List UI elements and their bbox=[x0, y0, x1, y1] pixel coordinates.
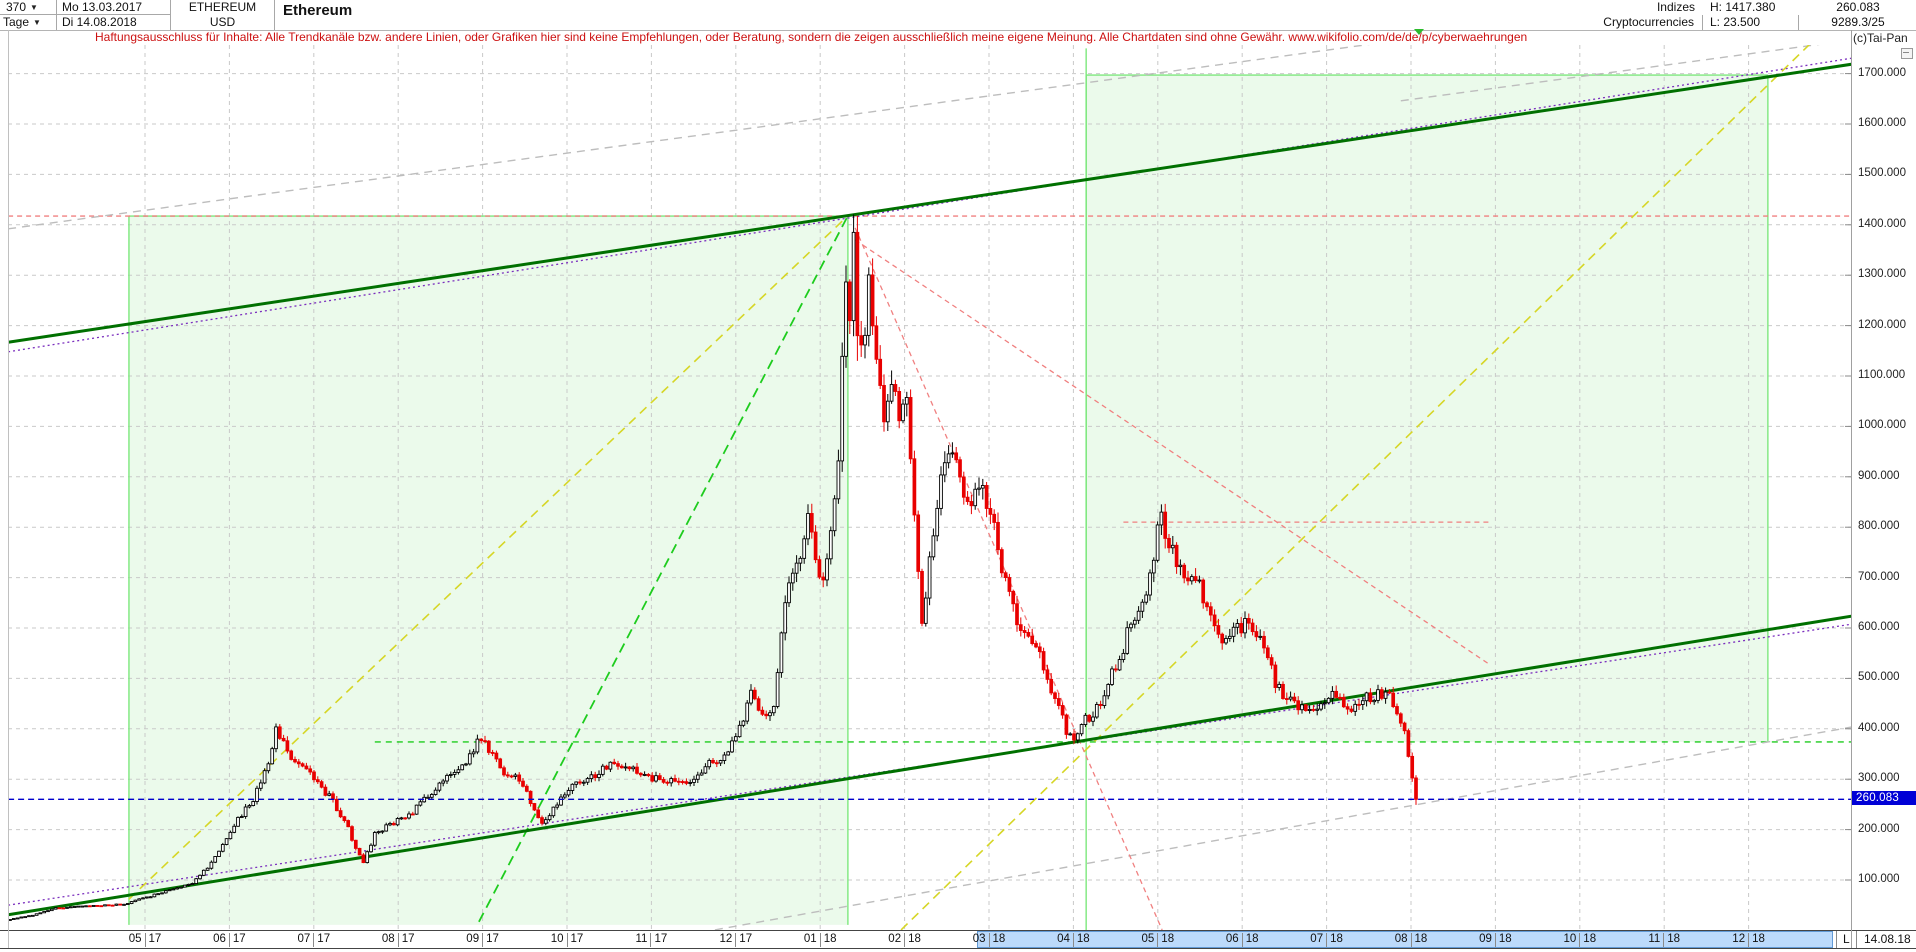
y-axis-label: 300.000 bbox=[1858, 772, 1900, 785]
x-axis-month-label: 11 18 bbox=[1648, 932, 1681, 947]
chart-title: Ethereum bbox=[283, 3, 583, 27]
y-axis-label: 1300.000 bbox=[1858, 268, 1906, 281]
chevron-down-icon: ▼ bbox=[30, 3, 38, 12]
x-axis-month-label: 06 17 bbox=[213, 932, 246, 947]
x-axis-month-label: 01 18 bbox=[803, 932, 837, 947]
category-group: Indizes bbox=[1551, 0, 1703, 15]
trend-zone-2018 bbox=[1086, 75, 1768, 742]
x-axis-month-label: 03 18 bbox=[972, 932, 1006, 947]
x-axis-highlight[interactable] bbox=[977, 931, 1833, 948]
y-axis-label: 800.000 bbox=[1858, 520, 1900, 533]
plot-right-border bbox=[1851, 30, 1852, 948]
y-axis-label: 200.000 bbox=[1858, 822, 1900, 835]
y-axis-label: 1600.000 bbox=[1858, 117, 1906, 129]
header-divider bbox=[0, 30, 1916, 31]
y-axis-label: 1500.000 bbox=[1858, 167, 1906, 180]
x-axis-month-label: 04 18 bbox=[1057, 932, 1090, 947]
x-axis-month-label: 05 18 bbox=[1141, 932, 1175, 947]
period-value-dropdown[interactable]: 370 ▼ bbox=[0, 0, 57, 15]
x-axis-month-label: 07 18 bbox=[1310, 932, 1343, 947]
axis-separator bbox=[1856, 931, 1857, 948]
plot-left-border bbox=[8, 30, 9, 948]
y-axis-label: 1100.000 bbox=[1858, 369, 1906, 381]
pink-decline-steep bbox=[854, 227, 1163, 930]
x-axis-month-label: 09 18 bbox=[1479, 932, 1512, 947]
secondary-price-value: 9289.3/25 bbox=[1800, 15, 1916, 30]
disclaimer-text: Haftungsausschluss für Inhalte: Alle Tre… bbox=[95, 30, 1528, 44]
yellow-uptrend-2017 bbox=[128, 215, 849, 900]
pink-decline-shallow bbox=[854, 239, 1491, 666]
x-axis-month-label: 12 17 bbox=[719, 932, 753, 947]
y-axis-label: 1200.000 bbox=[1858, 318, 1906, 331]
y-axis-label: 700.000 bbox=[1858, 570, 1900, 583]
lower-channel-green bbox=[8, 614, 1851, 917]
chevron-down-icon: ▼ bbox=[33, 18, 41, 27]
x-axis-month-label: 08 18 bbox=[1394, 932, 1428, 947]
period-unit-dropdown[interactable]: Tage ▼ bbox=[0, 15, 57, 30]
upper-channel-green bbox=[8, 62, 1851, 344]
y-axis-label: 400.000 bbox=[1858, 721, 1900, 734]
x-axis-line bbox=[0, 930, 1916, 931]
period-low-value: L: 23.500 bbox=[1704, 15, 1799, 30]
candlestick-series bbox=[8, 214, 1418, 921]
last-marker-label: L bbox=[1843, 932, 1850, 946]
gray-channel-upper bbox=[8, 45, 1371, 230]
x-axis-month-label: 10 18 bbox=[1563, 932, 1597, 947]
x-axis-month-label: 11 17 bbox=[635, 932, 668, 947]
x-axis-month-label: 12 18 bbox=[1732, 932, 1765, 947]
category-name: Cryptocurrencies bbox=[1551, 15, 1703, 30]
y-axis-label: 900.000 bbox=[1858, 469, 1900, 482]
gray-channel-top-right bbox=[1400, 45, 1820, 102]
y-axis-label: 1000.000 bbox=[1858, 419, 1906, 432]
y-axis-label: 1400.000 bbox=[1858, 217, 1906, 230]
x-axis-month-label: 05 17 bbox=[128, 932, 162, 947]
green-steep-uptrend bbox=[478, 215, 849, 923]
plot-area[interactable] bbox=[8, 45, 1851, 930]
y-axis-label: 1700.000 bbox=[1858, 66, 1906, 79]
current-price-tag: 260.083 bbox=[1852, 791, 1916, 806]
marker-triangle-icon bbox=[1414, 29, 1424, 35]
y-axis-label: 500.000 bbox=[1858, 671, 1900, 684]
date-range-end[interactable]: Di 14.08.2018 bbox=[57, 15, 171, 30]
period-high-value: H: 1417.380 bbox=[1704, 0, 1799, 15]
last-date-label: 14.08.18 bbox=[1864, 932, 1911, 946]
upper-parallel-purple bbox=[8, 57, 1851, 353]
x-axis-month-label: 07 17 bbox=[297, 932, 331, 947]
symbol-name: ETHEREUM bbox=[171, 0, 275, 15]
lower-parallel-purple bbox=[8, 623, 1851, 906]
x-axis-month-label: 08 17 bbox=[381, 932, 415, 947]
minimize-icon[interactable] bbox=[1901, 48, 1913, 59]
symbol-currency: USD bbox=[171, 15, 275, 30]
x-axis-month-label: 02 18 bbox=[888, 932, 921, 947]
gray-channel-lower bbox=[714, 726, 1851, 930]
y-axis-label: 100.000 bbox=[1858, 873, 1900, 885]
axis-separator bbox=[1836, 931, 1837, 948]
bottom-border-line bbox=[0, 948, 1916, 949]
date-range-start[interactable]: Mo 13.03.2017 bbox=[57, 0, 171, 15]
copyright-label: (c)Tai-Pan bbox=[1853, 31, 1908, 45]
x-axis-month-label: 06 18 bbox=[1225, 932, 1259, 947]
yellow-uptrend-2018 bbox=[900, 45, 1811, 930]
last-price-value: 260.083 bbox=[1800, 0, 1916, 15]
x-axis-month-label: 09 17 bbox=[466, 932, 499, 947]
x-axis-month-label: 10 17 bbox=[550, 932, 584, 947]
y-axis-label: 600.000 bbox=[1858, 621, 1900, 633]
